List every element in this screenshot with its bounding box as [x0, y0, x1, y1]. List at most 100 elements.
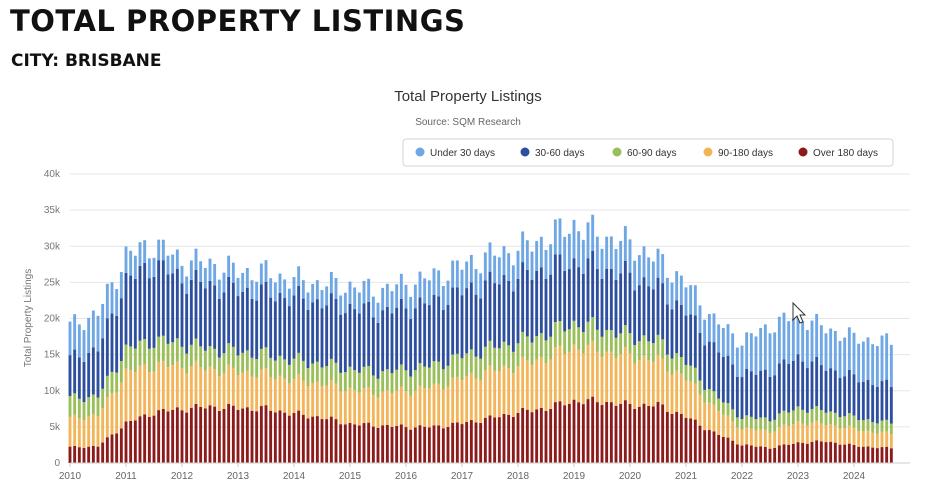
bar-segment [236, 296, 240, 356]
bar-segment [614, 405, 618, 463]
bar-segment [670, 414, 674, 463]
bar-segment [292, 295, 296, 359]
bar-segment [777, 445, 781, 463]
bar-segment [339, 424, 343, 463]
bar-segment [525, 336, 529, 361]
bar-segment [563, 405, 567, 463]
bar-segment [101, 303, 105, 339]
bar-segment [773, 447, 777, 463]
bar-segment [432, 294, 436, 362]
bar-segment [544, 249, 548, 279]
bar-segment [689, 285, 693, 315]
bar-segment [656, 277, 660, 335]
bar-segment [287, 383, 291, 416]
bar-segment [311, 283, 315, 303]
bar-segment [96, 446, 100, 463]
bar-segment [759, 370, 763, 418]
bar-segment [451, 260, 455, 288]
bar-segment [91, 394, 95, 415]
bar-segment [857, 420, 861, 432]
bar-segment [213, 369, 217, 407]
bar-segment [829, 441, 833, 463]
bar-segment [208, 258, 212, 281]
bar-segment [483, 346, 487, 371]
bar-segment [852, 427, 856, 445]
bar-segment [213, 285, 217, 349]
bar-segment [381, 425, 385, 463]
bar-segment [824, 370, 828, 413]
bar-segment [689, 381, 693, 419]
bar-segment [283, 378, 287, 413]
bar-segment [717, 352, 721, 399]
bar-segment [549, 274, 553, 337]
bar-segment [311, 416, 315, 463]
bar-segment [161, 408, 165, 463]
bar-segment [479, 298, 483, 359]
bar-segment [329, 293, 333, 359]
bar-segment [203, 408, 207, 463]
bar-segment [745, 332, 749, 370]
bar-segment [717, 398, 721, 412]
bar-segment [801, 423, 805, 443]
legend: Under 30 days 30-60 days 60-90 days 90-180 … [402, 138, 894, 167]
bar-segment [735, 347, 739, 377]
bar-segment [222, 372, 226, 409]
bar-segment [726, 324, 730, 356]
bar-segment [236, 355, 240, 375]
bar-segment [147, 258, 151, 279]
bar-segment [679, 413, 683, 463]
bar-segment [661, 254, 665, 284]
bar-segment [600, 357, 604, 406]
bar-segment [768, 448, 772, 463]
bar-segment [577, 402, 581, 463]
bar-segment [829, 328, 833, 369]
bar-segment [325, 419, 329, 463]
bar-segment [250, 280, 254, 299]
bar-segment [371, 394, 375, 427]
bar-segment [311, 302, 315, 364]
bar-segment [717, 324, 721, 353]
bar-segment [231, 282, 235, 347]
bar-segment [493, 255, 497, 284]
bar-segment [829, 424, 833, 442]
bar-segment [847, 413, 851, 426]
bar-segment [838, 444, 842, 463]
bar-segment [833, 425, 837, 443]
bar-segment [689, 365, 693, 382]
bar-segment [348, 387, 352, 424]
bar-segment [647, 286, 651, 342]
bar-segment [768, 333, 772, 377]
bar-segment [371, 375, 375, 395]
bar-segment [460, 424, 464, 463]
bar-segment [796, 310, 800, 355]
bar-segment [871, 344, 875, 386]
bar-segment [572, 320, 576, 345]
bar-segment [693, 367, 697, 384]
bar-segment [189, 366, 193, 408]
bar-segment [703, 319, 707, 346]
bar-segment [665, 304, 669, 355]
bar-segment [735, 376, 739, 418]
bar-segment [376, 397, 380, 428]
bar-segment [605, 401, 609, 463]
bar-segment [73, 349, 77, 394]
bar-segment [563, 270, 567, 332]
bar-segment [801, 443, 805, 463]
bar-segment [763, 324, 767, 370]
bar-segment [488, 365, 492, 416]
bar-segment [278, 375, 282, 411]
bar-segment [880, 420, 884, 432]
bar-segment [796, 406, 800, 422]
bar-segment [535, 359, 539, 410]
x-tick-label: 2023 [787, 471, 810, 482]
bar-segment [413, 390, 417, 428]
bar-segment [511, 291, 515, 352]
bar-segment [87, 446, 91, 463]
bar-segment [488, 271, 492, 341]
bar-segment [773, 375, 777, 420]
bar-segment [175, 407, 179, 463]
bar-segment [264, 368, 268, 406]
bar-segment [651, 343, 655, 362]
bar-segment [129, 250, 133, 276]
bar-segment [269, 410, 273, 463]
